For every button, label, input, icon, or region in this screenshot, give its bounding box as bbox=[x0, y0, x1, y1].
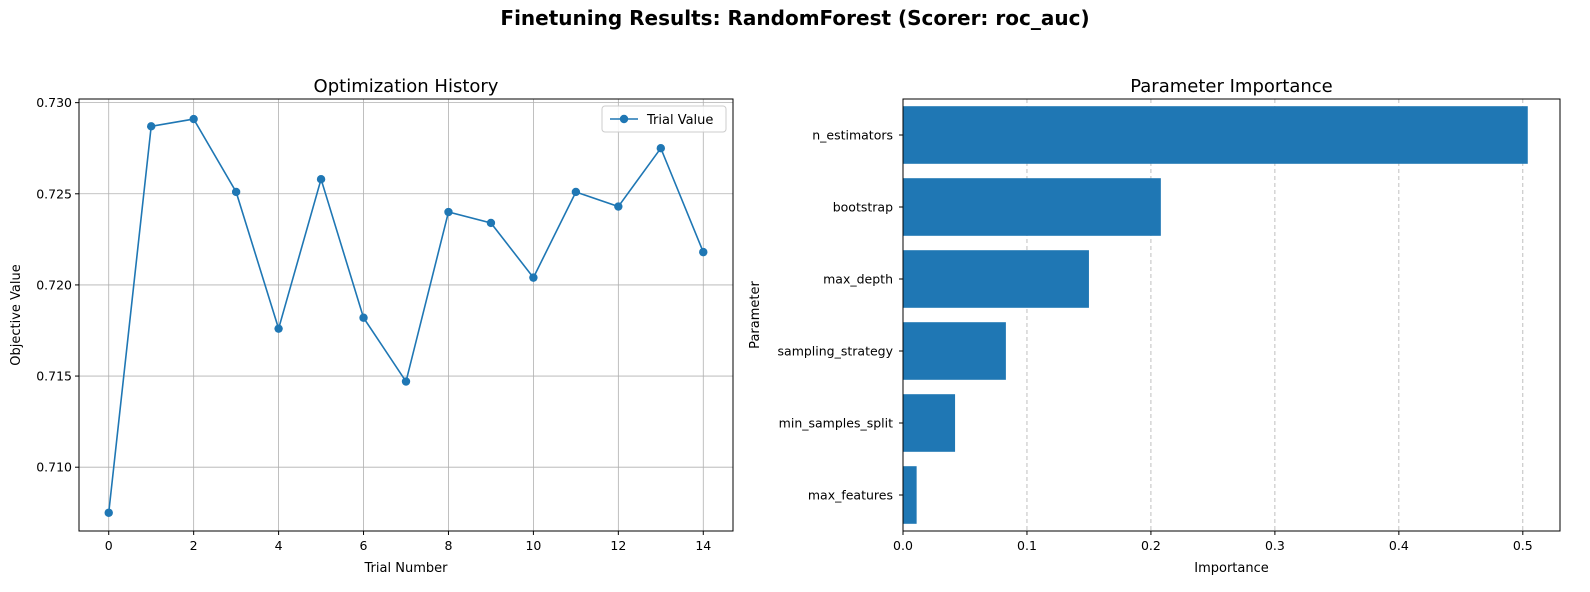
data-point bbox=[486, 218, 496, 228]
chart-title: Parameter Importance bbox=[1130, 76, 1333, 97]
data-point bbox=[444, 207, 453, 217]
plot-frame bbox=[78, 98, 734, 532]
x-axis-label: Trial Number bbox=[364, 561, 449, 576]
data-point bbox=[614, 202, 623, 211]
data-point bbox=[401, 377, 411, 386]
data-point bbox=[189, 114, 198, 124]
legend-box bbox=[601, 105, 727, 133]
x-tick-label: 12 bbox=[610, 538, 626, 553]
plot-frame bbox=[902, 98, 1561, 532]
y-axis-label: Objective Value bbox=[9, 264, 24, 365]
bar bbox=[903, 466, 917, 524]
x-tick-label: 2 bbox=[190, 538, 198, 553]
x-tick-label: 0.3 bbox=[1265, 538, 1285, 553]
x-tick-label: 0 bbox=[105, 538, 113, 553]
y-tick-label: 0.730 bbox=[36, 95, 72, 110]
legend-marker bbox=[619, 114, 629, 124]
y-tick-label: max_depth bbox=[823, 272, 893, 287]
y-tick-label: 0.720 bbox=[36, 277, 72, 292]
legend-label: Trial Value bbox=[646, 113, 713, 128]
figure-title: Finetuning Results: RandomForest (Scorer… bbox=[500, 6, 1089, 30]
y-tick-label: 0.710 bbox=[36, 460, 72, 475]
x-tick-label: 0.0 bbox=[893, 538, 913, 553]
data-point bbox=[316, 175, 326, 184]
series-line-trial-value bbox=[107, 118, 705, 513]
optimization-history-chart: 0 2 4 6 8 10 12 14 0.710 0.715 0.720 0.725 0.730 Opti… bbox=[9, 76, 734, 576]
bar bbox=[903, 394, 956, 452]
data-point bbox=[656, 144, 666, 153]
bar bbox=[903, 322, 1006, 380]
data-point bbox=[146, 122, 156, 131]
y-tick-label: 0.715 bbox=[36, 369, 72, 384]
y-tick-label: bootstrap bbox=[833, 200, 893, 215]
data-point bbox=[359, 313, 368, 322]
x-tick-label: 6 bbox=[360, 538, 368, 553]
data-point bbox=[274, 324, 283, 333]
y-axis-label: Parameter bbox=[748, 281, 763, 349]
y-tick-label: 0.725 bbox=[36, 186, 72, 201]
x-tick-label: 0.5 bbox=[1513, 538, 1533, 553]
x-tick-label: 4 bbox=[275, 538, 283, 553]
y-tick-label: max_features bbox=[808, 488, 893, 503]
data-point bbox=[571, 187, 581, 197]
data-point bbox=[231, 187, 241, 197]
data-point bbox=[699, 247, 708, 257]
x-tick-label: 10 bbox=[525, 538, 541, 553]
bar bbox=[903, 178, 1161, 236]
bar bbox=[903, 250, 1089, 308]
x-tick-label: 8 bbox=[444, 538, 452, 553]
bar bbox=[903, 106, 1528, 164]
y-tick-label: sampling_strategy bbox=[778, 344, 894, 359]
x-tick-label: 0.2 bbox=[1141, 538, 1161, 553]
x-tick-label: 14 bbox=[695, 538, 711, 553]
data-point bbox=[104, 508, 113, 517]
x-tick-label: 0.1 bbox=[1017, 538, 1037, 553]
parameter-importance-chart: n_estimators bootstrap max_depth sampling_s… bbox=[748, 76, 1561, 576]
data-point bbox=[529, 273, 538, 282]
x-axis-label: Importance bbox=[1194, 561, 1269, 576]
chart-title: Optimization History bbox=[314, 76, 499, 97]
y-tick-label: min_samples_split bbox=[779, 416, 893, 431]
x-tick-label: 0.4 bbox=[1389, 538, 1409, 553]
y-tick-label: n_estimators bbox=[812, 128, 893, 143]
